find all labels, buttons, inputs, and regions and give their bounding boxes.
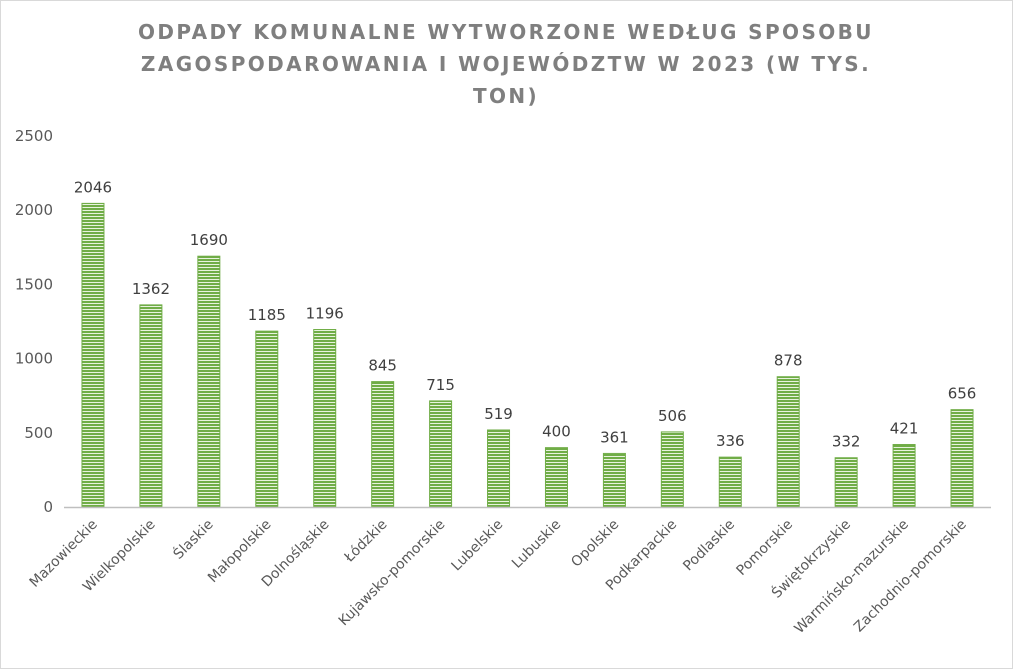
category-label: Kujawsko-pomorskie (336, 517, 449, 630)
bars (81, 202, 974, 508)
bar (139, 304, 163, 508)
category-label: Łódzkie (341, 517, 391, 567)
data-label: 1362 (132, 280, 170, 298)
chart-title: ODPADY KOMUNALNE WYTWORZONE WEDŁUG SPOSO… (138, 20, 874, 108)
data-label: 2046 (74, 178, 112, 196)
category-label: Lubelskie (449, 517, 507, 575)
data-label: 656 (948, 385, 977, 403)
data-label: 361 (600, 428, 629, 446)
data-label: 336 (716, 432, 745, 450)
data-label: 878 (774, 352, 803, 370)
bar (313, 329, 337, 508)
bar (602, 452, 626, 508)
category-label: Warmińsko-mazurskie (791, 517, 911, 637)
category-label: Podlaskie (680, 517, 738, 575)
bar (718, 456, 742, 508)
y-tick-label: 1000 (15, 350, 53, 368)
bar (371, 381, 395, 508)
data-label: 1690 (190, 231, 228, 249)
bar (660, 431, 684, 508)
data-label: 845 (368, 357, 397, 375)
bar (487, 429, 511, 508)
bar (544, 447, 568, 508)
data-label: 506 (658, 407, 687, 425)
y-tick-label: 2500 (15, 127, 53, 145)
data-label: 332 (832, 433, 861, 451)
bar (776, 376, 800, 508)
data-labels: 2046 1362 1690 1185 1196 845 715 519 400 361 506 33… (74, 178, 976, 450)
y-tick-label: 1500 (15, 275, 53, 293)
bar (429, 400, 453, 508)
bar (197, 255, 221, 508)
category-label: Pomorskie (734, 517, 796, 579)
y-tick-label: 500 (24, 424, 53, 442)
data-label: 1185 (248, 306, 286, 324)
category-label: Opolskie (568, 517, 622, 571)
bar (950, 409, 974, 508)
data-label: 1196 (306, 305, 344, 323)
category-label: Zachodnio-pomorskie (851, 517, 970, 636)
data-label: 421 (890, 420, 919, 438)
y-tick-label: 0 (43, 498, 53, 516)
y-axis: 0 500 1000 1500 2000 2500 (15, 127, 53, 516)
data-label: 519 (484, 405, 513, 423)
bar (834, 457, 858, 508)
y-tick-label: 2000 (15, 201, 53, 219)
bar (892, 444, 916, 508)
bar (81, 202, 105, 508)
bar (255, 330, 279, 508)
data-label: 715 (426, 376, 455, 394)
data-label: 400 (542, 423, 571, 441)
category-label: Ślaskie (169, 515, 217, 563)
category-label: Lubuskie (509, 517, 564, 572)
